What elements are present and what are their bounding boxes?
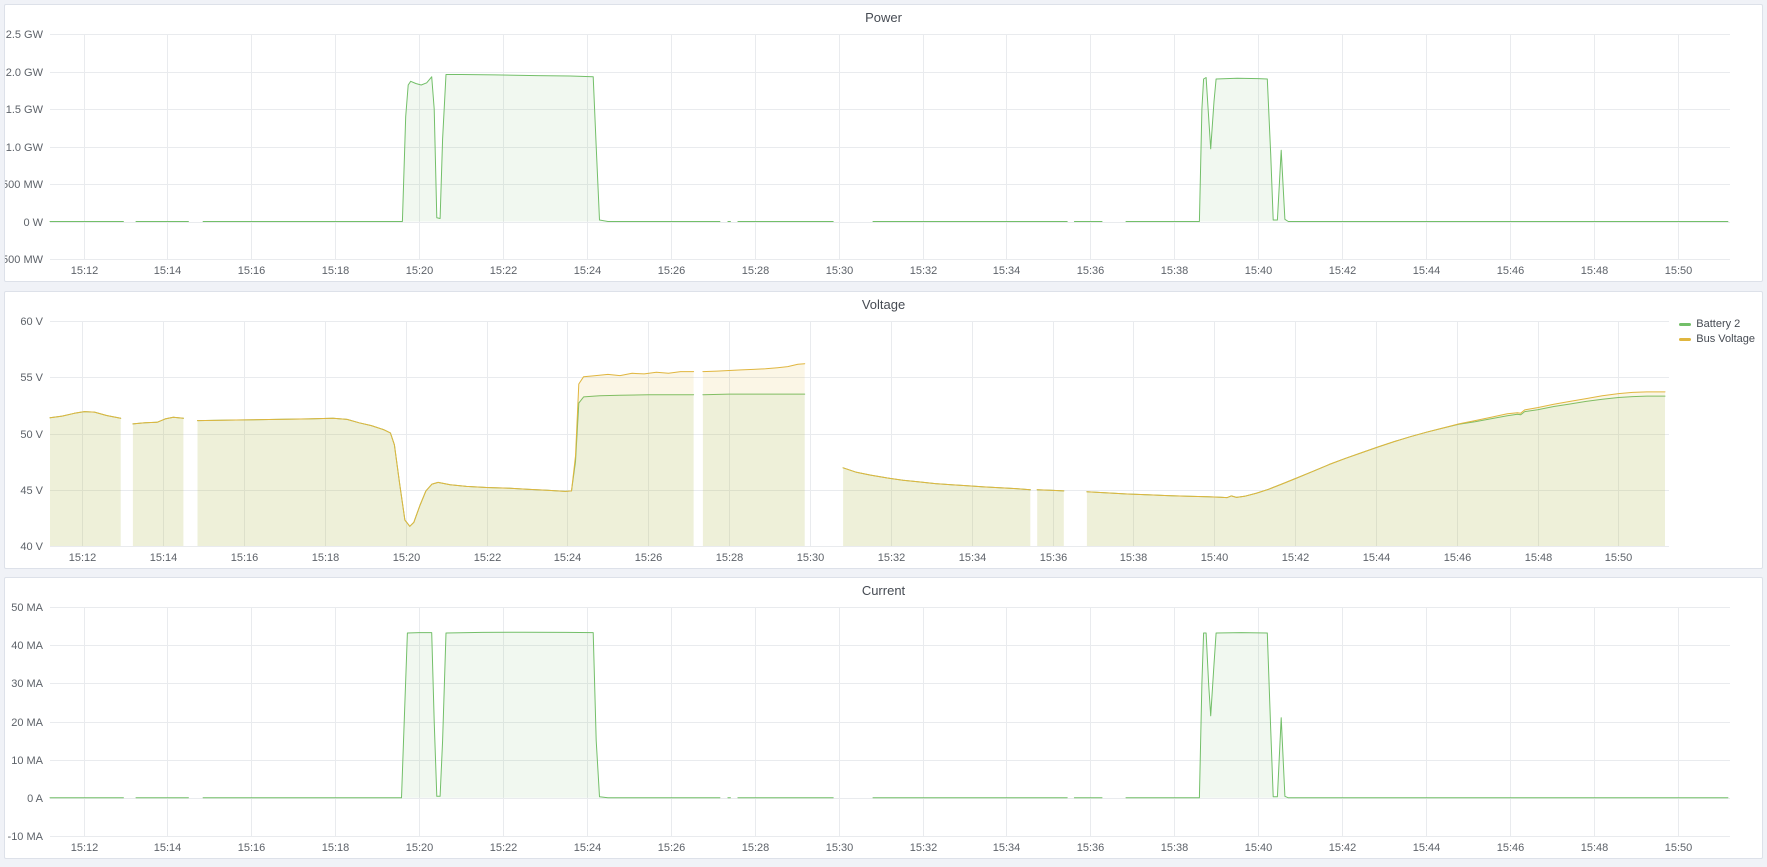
svg-text:15:22: 15:22 <box>490 265 518 277</box>
svg-text:15:50: 15:50 <box>1665 265 1693 277</box>
legend-label-bus-voltage: Bus Voltage <box>1696 333 1755 345</box>
svg-text:0 A: 0 A <box>27 793 44 805</box>
svg-text:15:46: 15:46 <box>1497 842 1525 854</box>
svg-text:30 MA: 30 MA <box>11 678 43 690</box>
svg-text:15:20: 15:20 <box>406 265 434 277</box>
svg-text:15:50: 15:50 <box>1665 842 1693 854</box>
svg-text:15:46: 15:46 <box>1444 552 1472 564</box>
svg-text:15:14: 15:14 <box>154 265 182 277</box>
svg-text:15:28: 15:28 <box>716 552 744 564</box>
current-panel-title[interactable]: Current <box>861 583 906 598</box>
svg-text:15:24: 15:24 <box>574 842 602 854</box>
svg-text:15:16: 15:16 <box>238 265 266 277</box>
legend-item-battery-2[interactable]: Battery 2 <box>1679 318 1755 330</box>
svg-text:15:48: 15:48 <box>1581 265 1609 277</box>
svg-text:15:22: 15:22 <box>490 842 518 854</box>
panel-power: Power 2.5 GW 2.0 GW 1.5 GW 1.0 GW 500 MW 0 W -… <box>4 4 1763 282</box>
svg-text:15:38: 15:38 <box>1161 842 1189 854</box>
svg-text:15:12: 15:12 <box>71 265 99 277</box>
svg-text:15:36: 15:36 <box>1040 552 1068 564</box>
svg-text:500 MW: 500 MW <box>5 179 44 191</box>
svg-text:15:16: 15:16 <box>238 842 266 854</box>
svg-text:15:16: 15:16 <box>231 552 259 564</box>
power-panel-title[interactable]: Power <box>865 10 902 25</box>
svg-text:15:34: 15:34 <box>993 265 1021 277</box>
svg-text:50 MA: 50 MA <box>11 602 43 614</box>
svg-text:15:12: 15:12 <box>69 552 97 564</box>
svg-text:15:18: 15:18 <box>312 552 340 564</box>
svg-text:15:20: 15:20 <box>406 842 434 854</box>
svg-text:1.5 GW: 1.5 GW <box>6 104 44 116</box>
svg-text:15:42: 15:42 <box>1329 265 1357 277</box>
svg-text:2.0 GW: 2.0 GW <box>6 67 44 79</box>
svg-text:15:32: 15:32 <box>878 552 906 564</box>
panel-current: Current 50 MA 40 MA 30 MA 20 MA 10 MA 0 A -10 … <box>4 577 1763 859</box>
svg-text:15:46: 15:46 <box>1497 265 1525 277</box>
svg-text:15:30: 15:30 <box>797 552 825 564</box>
svg-text:15:40: 15:40 <box>1245 842 1273 854</box>
svg-text:15:26: 15:26 <box>658 842 686 854</box>
svg-text:15:42: 15:42 <box>1282 552 1310 564</box>
svg-text:15:36: 15:36 <box>1077 265 1105 277</box>
svg-text:15:34: 15:34 <box>959 552 987 564</box>
voltage-chart[interactable]: 60 V 55 V 50 V 45 V 40 V 15:12 15:14 15:16 15:18… <box>5 292 1762 568</box>
svg-text:15:30: 15:30 <box>826 842 854 854</box>
svg-text:20 MA: 20 MA <box>11 717 43 729</box>
panel-voltage: Voltage 60 V 55 V 50 V 45 V 40 V 15:12 15:14 15… <box>4 291 1763 569</box>
svg-text:50 V: 50 V <box>20 429 43 441</box>
svg-text:15:12: 15:12 <box>71 842 99 854</box>
legend-item-bus-voltage[interactable]: Bus Voltage <box>1679 333 1755 345</box>
svg-text:15:28: 15:28 <box>742 842 770 854</box>
svg-text:15:32: 15:32 <box>910 842 938 854</box>
legend-swatch-bus-voltage <box>1679 337 1692 341</box>
svg-text:15:40: 15:40 <box>1201 552 1229 564</box>
current-chart[interactable]: 50 MA 40 MA 30 MA 20 MA 10 MA 0 A -10 MA 15:12 1… <box>5 578 1762 858</box>
svg-text:15:20: 15:20 <box>393 552 421 564</box>
svg-text:15:38: 15:38 <box>1120 552 1148 564</box>
svg-text:15:24: 15:24 <box>554 552 582 564</box>
svg-text:15:24: 15:24 <box>574 265 602 277</box>
svg-text:45 V: 45 V <box>20 485 43 497</box>
svg-text:15:18: 15:18 <box>322 265 350 277</box>
svg-text:15:36: 15:36 <box>1077 842 1105 854</box>
svg-text:15:26: 15:26 <box>635 552 663 564</box>
svg-text:15:34: 15:34 <box>993 842 1021 854</box>
power-chart[interactable]: 2.5 GW 2.0 GW 1.5 GW 1.0 GW 500 MW 0 W -500 MW… <box>5 5 1762 281</box>
voltage-legend: Battery 2 Bus Voltage <box>1679 318 1755 345</box>
svg-text:15:42: 15:42 <box>1329 842 1357 854</box>
svg-text:1.0 GW: 1.0 GW <box>6 142 44 154</box>
svg-text:15:30: 15:30 <box>826 265 854 277</box>
svg-text:15:18: 15:18 <box>322 842 350 854</box>
svg-text:15:32: 15:32 <box>910 265 938 277</box>
svg-text:15:44: 15:44 <box>1413 842 1441 854</box>
svg-text:15:14: 15:14 <box>150 552 178 564</box>
svg-text:15:22: 15:22 <box>474 552 502 564</box>
svg-text:2.5 GW: 2.5 GW <box>6 29 44 41</box>
svg-text:15:50: 15:50 <box>1605 552 1633 564</box>
svg-text:15:26: 15:26 <box>658 265 686 277</box>
svg-text:0 W: 0 W <box>23 217 43 229</box>
svg-text:15:48: 15:48 <box>1525 552 1553 564</box>
svg-text:10 MA: 10 MA <box>11 755 43 767</box>
svg-text:15:48: 15:48 <box>1581 842 1609 854</box>
svg-text:-10 MA: -10 MA <box>8 831 44 843</box>
svg-text:15:28: 15:28 <box>742 265 770 277</box>
svg-text:15:44: 15:44 <box>1363 552 1391 564</box>
dashboard: Power 2.5 GW 2.0 GW 1.5 GW 1.0 GW 500 MW 0 W -… <box>0 4 1767 859</box>
svg-text:15:14: 15:14 <box>154 842 182 854</box>
svg-text:15:38: 15:38 <box>1161 265 1189 277</box>
voltage-panel-title[interactable]: Voltage <box>861 297 906 312</box>
legend-swatch-battery-2 <box>1679 322 1692 326</box>
svg-text:40 MA: 40 MA <box>11 640 43 652</box>
svg-text:55 V: 55 V <box>20 372 43 384</box>
legend-label-battery-2: Battery 2 <box>1696 318 1741 330</box>
svg-text:15:44: 15:44 <box>1413 265 1441 277</box>
svg-text:40 V: 40 V <box>20 541 43 553</box>
svg-text:15:40: 15:40 <box>1245 265 1273 277</box>
svg-text:-500 MW: -500 MW <box>5 254 44 266</box>
svg-text:60 V: 60 V <box>20 316 43 328</box>
